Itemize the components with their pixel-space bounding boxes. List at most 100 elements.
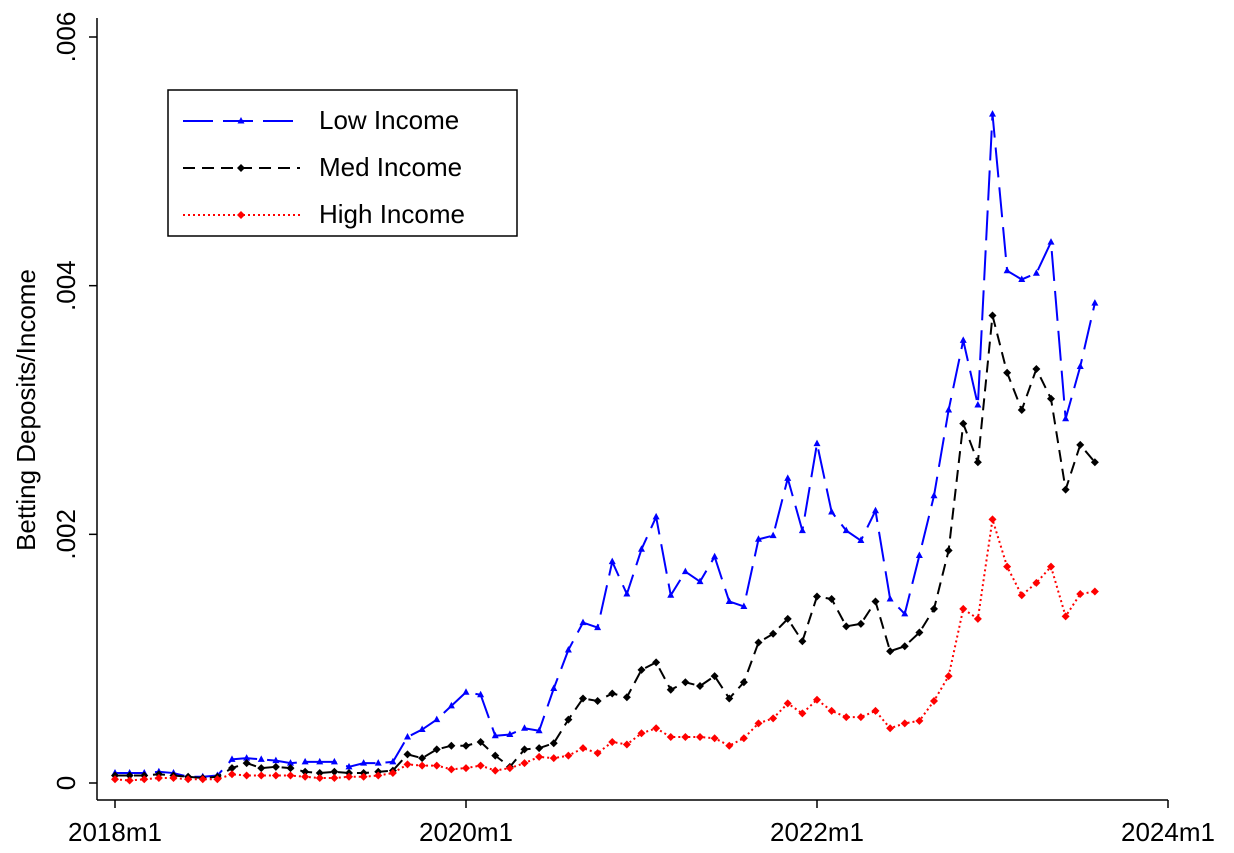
marker — [330, 774, 339, 783]
marker — [959, 604, 968, 613]
marker — [725, 597, 733, 604]
marker — [237, 117, 245, 124]
marker — [915, 628, 924, 637]
marker — [579, 618, 587, 626]
marker — [315, 769, 324, 778]
marker — [871, 597, 880, 606]
marker — [579, 694, 587, 703]
marker — [360, 759, 368, 766]
marker — [301, 767, 310, 776]
y-tick-label: .006 — [51, 12, 81, 63]
marker — [1032, 269, 1040, 276]
marker — [886, 647, 895, 656]
marker — [783, 614, 792, 623]
marker — [237, 164, 245, 172]
marker — [798, 709, 807, 718]
marker — [432, 745, 441, 754]
marker — [930, 696, 938, 705]
marker — [1032, 364, 1041, 373]
marker — [959, 419, 968, 428]
marker — [564, 715, 573, 724]
marker — [184, 775, 193, 784]
marker — [696, 682, 704, 691]
marker — [989, 110, 996, 117]
marker — [506, 730, 514, 738]
marker — [213, 775, 222, 784]
marker — [725, 741, 734, 750]
marker — [286, 771, 295, 780]
legend-label: Med Income — [319, 152, 462, 182]
marker — [476, 761, 485, 770]
marker — [930, 604, 938, 613]
marker — [564, 751, 573, 760]
marker — [491, 766, 500, 775]
marker — [330, 757, 338, 765]
x-tick-label: 2022m1 — [770, 817, 864, 847]
marker — [579, 744, 587, 753]
marker — [827, 594, 836, 603]
marker — [491, 731, 499, 739]
marker — [315, 774, 324, 783]
marker — [125, 771, 134, 780]
marker — [1090, 458, 1099, 467]
marker — [594, 623, 602, 631]
marker — [272, 756, 280, 764]
marker — [243, 754, 251, 761]
marker — [842, 622, 851, 631]
marker — [564, 645, 572, 653]
marker — [462, 688, 470, 695]
marker — [447, 741, 456, 750]
marker — [608, 737, 617, 746]
series-line — [115, 113, 1096, 778]
y-axis-title: Betting Deposits/Income — [11, 269, 41, 551]
marker — [973, 614, 982, 623]
marker — [711, 552, 719, 560]
marker — [237, 211, 245, 219]
y-tick-label: .004 — [51, 260, 81, 311]
marker — [900, 642, 909, 651]
marker — [725, 694, 734, 703]
marker — [491, 751, 500, 760]
marker — [798, 526, 806, 534]
marker — [403, 760, 412, 769]
marker — [959, 336, 967, 343]
marker — [154, 774, 163, 783]
marker — [593, 696, 602, 705]
marker — [696, 577, 704, 585]
marker — [681, 567, 689, 575]
marker — [813, 695, 821, 704]
marker — [1003, 266, 1011, 274]
marker — [652, 512, 660, 520]
marker — [169, 774, 178, 783]
marker — [1076, 440, 1085, 449]
plot-area — [111, 110, 1099, 785]
marker — [228, 764, 236, 773]
marker — [740, 602, 748, 609]
marker — [286, 764, 295, 773]
marker — [857, 536, 865, 544]
marker — [755, 535, 762, 542]
marker — [462, 741, 470, 750]
legend-label: Low Income — [319, 105, 459, 135]
marker — [988, 515, 997, 524]
marker — [842, 713, 851, 722]
marker — [871, 706, 880, 715]
marker — [784, 474, 792, 481]
marker — [1032, 578, 1041, 587]
marker — [1047, 562, 1055, 571]
marker — [198, 775, 207, 784]
marker — [404, 732, 411, 740]
marker — [403, 750, 412, 759]
marker — [271, 771, 280, 780]
marker — [1047, 394, 1055, 403]
marker — [316, 757, 324, 765]
marker — [505, 764, 514, 773]
marker — [476, 737, 485, 746]
marker — [769, 629, 778, 638]
x-tick-label: 2018m1 — [68, 817, 162, 847]
marker — [930, 491, 938, 499]
marker — [1090, 587, 1099, 596]
marker — [667, 591, 675, 598]
marker — [111, 775, 119, 784]
marker — [447, 765, 456, 774]
